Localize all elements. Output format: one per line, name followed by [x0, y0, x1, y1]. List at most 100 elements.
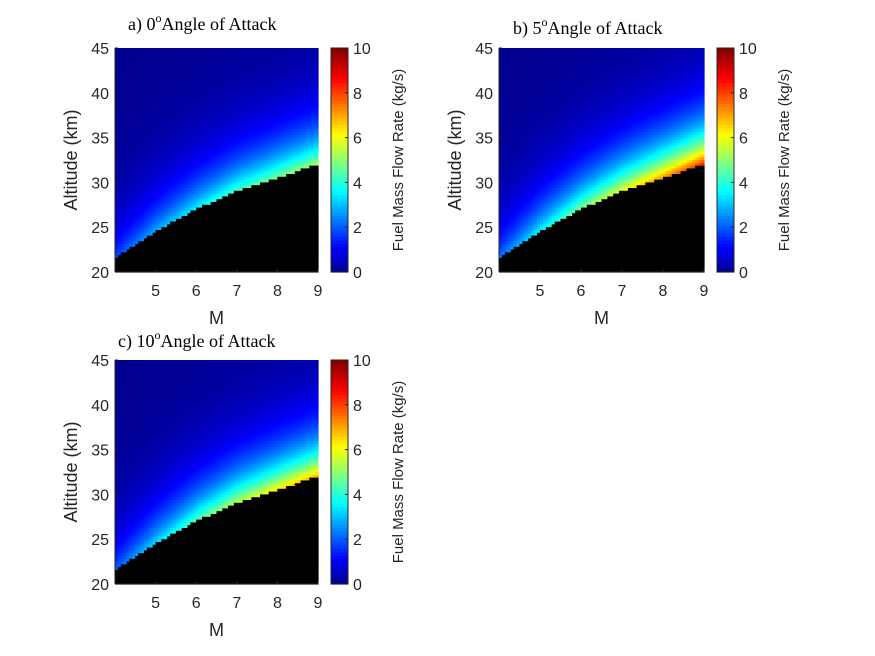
heatmap-cell — [216, 90, 220, 94]
heatmap-cell — [117, 101, 122, 105]
heatmap-cell — [280, 50, 284, 55]
heatmap-cell — [210, 73, 215, 77]
heatmap-cell — [146, 199, 151, 203]
heatmap-cell — [233, 199, 238, 203]
heatmap-cell — [181, 134, 186, 139]
heatmap-cell — [123, 160, 128, 164]
heatmap-cell — [233, 221, 238, 225]
heatmap-cell — [199, 249, 203, 253]
heatmap-cell — [260, 249, 264, 253]
heatmap-cell — [280, 238, 284, 242]
heatmap-cell — [242, 196, 247, 200]
heatmap-cell — [199, 112, 203, 116]
heatmap-cell — [283, 260, 287, 265]
heatmap-cell — [181, 260, 186, 265]
heatmap-cell — [228, 134, 232, 139]
heatmap-cell — [161, 213, 165, 217]
heatmap-cell — [164, 190, 168, 195]
heatmap-cell — [135, 84, 139, 88]
heatmap-cell — [132, 53, 136, 57]
heatmap-cell — [251, 182, 255, 186]
heatmap-cell — [242, 154, 247, 158]
heatmap-cell — [126, 255, 131, 259]
heatmap-cell — [216, 213, 220, 217]
heatmap-cell — [277, 171, 281, 175]
heatmap-cell — [213, 193, 218, 197]
heatmap-cell — [228, 244, 232, 248]
heatmap-cell — [190, 260, 194, 265]
heatmap-cell — [271, 263, 276, 267]
heatmap-cell — [248, 132, 252, 136]
heatmap-cell — [236, 62, 241, 66]
heatmap-cell — [158, 232, 162, 237]
heatmap-cell — [141, 106, 145, 111]
heatmap-cell — [132, 59, 136, 63]
heatmap-cell — [204, 193, 209, 197]
heatmap-cell — [126, 165, 131, 169]
heatmap-cell — [135, 207, 139, 211]
heatmap-cell — [280, 90, 284, 94]
heatmap-cell — [207, 76, 212, 80]
heatmap-cell — [173, 90, 177, 94]
heatmap-cell — [196, 171, 200, 175]
heatmap-cell — [254, 246, 258, 251]
heatmap-cell — [164, 123, 168, 127]
heatmap-cell — [239, 246, 244, 251]
heatmap-cell — [260, 132, 264, 136]
heatmap-cell — [158, 207, 162, 211]
heatmap-cell — [268, 95, 273, 99]
heatmap-cell — [158, 157, 162, 161]
heatmap-cell — [254, 202, 258, 206]
heatmap-cell — [123, 182, 128, 186]
heatmap-cell — [135, 148, 139, 153]
heatmap-cell — [155, 115, 160, 119]
heatmap-cell — [158, 118, 162, 122]
heatmap-cell — [167, 120, 171, 125]
heatmap-cell — [262, 151, 267, 155]
heatmap-cell — [120, 230, 125, 234]
heatmap-cell — [158, 67, 162, 71]
heatmap-cell — [207, 246, 212, 251]
heatmap-cell — [277, 202, 281, 206]
heatmap-cell — [120, 252, 125, 256]
heatmap-cell — [216, 53, 220, 57]
heatmap-cell — [225, 84, 229, 88]
heatmap-cell — [187, 109, 191, 113]
heatmap-cell — [146, 230, 151, 234]
heatmap-cell — [135, 244, 139, 248]
heatmap-cell — [274, 260, 278, 265]
heatmap-cell — [283, 216, 287, 220]
heatmap-cell — [164, 98, 168, 102]
heatmap-cell — [291, 115, 296, 119]
heatmap-cell — [242, 70, 247, 74]
heatmap-cell — [219, 221, 223, 225]
heatmap-cell — [242, 235, 247, 239]
heatmap-cell — [155, 266, 160, 270]
heatmap-cell — [190, 140, 194, 144]
heatmap-cell — [251, 188, 255, 192]
heatmap-cell — [181, 157, 186, 161]
heatmap-cell — [164, 56, 168, 60]
heatmap-cell — [289, 216, 293, 220]
heatmap-cell — [260, 87, 264, 91]
heatmap-cell — [239, 48, 244, 52]
heatmap-cell — [283, 235, 287, 239]
heatmap-cell — [158, 269, 162, 273]
heatmap-cell — [251, 143, 255, 147]
heatmap-cell — [144, 266, 148, 270]
heatmap-cell — [117, 171, 122, 175]
heatmap-cell — [251, 92, 255, 97]
heatmap-cell — [248, 227, 252, 231]
heatmap-cell — [236, 59, 241, 63]
heatmap-cell — [283, 48, 287, 52]
heatmap-cell — [149, 76, 154, 80]
heatmap-cell — [210, 232, 215, 237]
heatmap-cell — [239, 126, 244, 130]
heatmap-cell — [135, 112, 139, 116]
heatmap-cell — [115, 115, 119, 119]
heatmap-cell — [210, 190, 215, 195]
heatmap-cell — [222, 193, 226, 197]
heatmap-cell — [135, 78, 139, 83]
heatmap-cell — [222, 137, 226, 141]
